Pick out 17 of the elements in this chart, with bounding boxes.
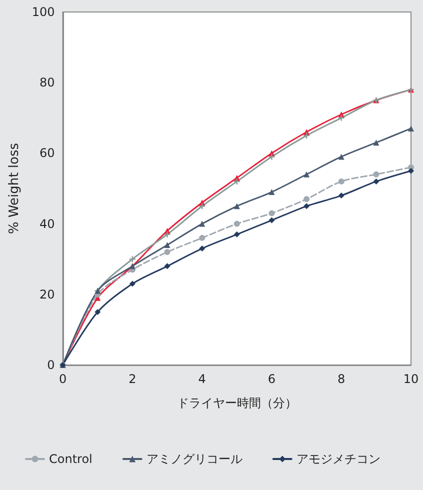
y-tick-label: 60 (40, 146, 55, 160)
x-axis-title: ドライヤー時間（分） (176, 396, 297, 410)
legend-label: アモジメチコン (296, 452, 380, 466)
y-axis-title: % Weight loss (7, 142, 22, 234)
x-tick-label: 6 (268, 372, 276, 386)
x-tick-label: 8 (338, 372, 346, 386)
y-tick-label: 100 (32, 5, 55, 19)
y-tick-label: 0 (47, 358, 55, 372)
y-tick-label: 20 (40, 287, 55, 302)
y-tick-label: 80 (40, 76, 55, 90)
x-tick-label: 2 (128, 372, 136, 386)
x-tick-label: 4 (198, 372, 206, 386)
x-tick-label: 10 (403, 372, 419, 386)
legend-label: Control (49, 452, 92, 466)
legend-label: アミノグリコール (146, 452, 242, 466)
y-tick-label: 40 (40, 216, 55, 231)
x-tick-label: 0 (58, 372, 67, 386)
